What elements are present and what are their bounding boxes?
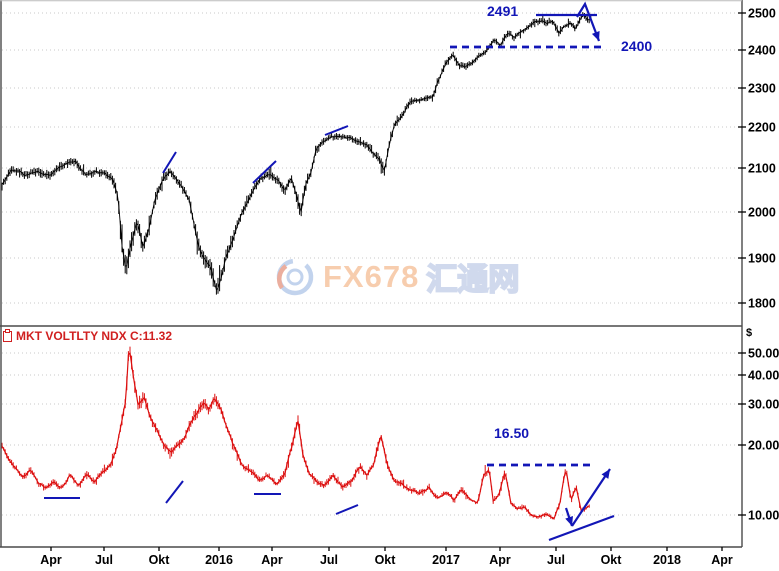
y-tick-label: 2400 <box>748 44 776 58</box>
x-tick-label: Apr <box>261 553 283 567</box>
annotation-label-resistance-bottom: 16.50 <box>494 425 530 441</box>
x-tick-label: Okt <box>149 553 171 567</box>
annotation-line <box>548 514 615 542</box>
x-tick-label: Okt <box>601 553 623 567</box>
y-tick-label: 50.00 <box>748 347 779 361</box>
axis-unit-label: $ <box>746 327 752 339</box>
y-tick-label: 1800 <box>748 297 776 311</box>
x-tick-label: Jul <box>547 553 565 567</box>
annotation-arrow <box>571 468 611 527</box>
indicator-title: MKT VOLTLTY NDX C:11.32 <box>3 328 173 343</box>
trendline-segment <box>162 151 177 174</box>
equity-index-daily-bars <box>1 12 592 295</box>
x-tick-label: Apr <box>711 553 733 567</box>
annotation-label-support-top: 2400 <box>621 38 653 54</box>
x-tick-label: 2017 <box>432 553 460 567</box>
trendline-segment <box>324 125 349 136</box>
trendline-segment <box>165 480 184 504</box>
indicator-icon <box>3 328 12 342</box>
x-tick-label: Apr <box>40 553 62 567</box>
x-tick-label: Jul <box>95 553 113 567</box>
y-tick-label: 30.00 <box>748 398 779 412</box>
y-tick-label: 40.00 <box>748 369 779 383</box>
y-tick-label: 2100 <box>748 162 776 176</box>
x-tick-label: 2016 <box>205 553 233 567</box>
trendline-segment <box>335 504 359 515</box>
annotation-label-resistance-top: 2491 <box>487 3 519 19</box>
arrowhead-icon <box>601 469 610 479</box>
arrowhead-icon <box>591 31 600 41</box>
y-tick-label: 2200 <box>748 121 776 135</box>
x-tick-label: Jul <box>320 553 338 567</box>
y-tick-label: 20.00 <box>748 439 779 453</box>
y-tick-label: 2500 <box>748 7 776 21</box>
y-tick-label: 10.00 <box>748 509 779 523</box>
market-volatility-ndx-bars <box>1 346 590 520</box>
x-tick-label: Okt <box>375 553 397 567</box>
arrowhead-icon <box>565 516 573 526</box>
y-tick-label: 2300 <box>748 82 776 96</box>
x-tick-label: 2018 <box>653 553 681 567</box>
y-tick-label: 2000 <box>748 206 776 220</box>
annotation-arrow <box>576 1 601 42</box>
x-tick-label: Apr <box>489 553 511 567</box>
y-tick-label: 1900 <box>748 252 776 266</box>
trendline-segment <box>252 160 277 184</box>
equity-index-daily-line <box>1 13 592 291</box>
indicator-title-text: MKT VOLTLTY NDX C:11.32 <box>16 329 173 343</box>
